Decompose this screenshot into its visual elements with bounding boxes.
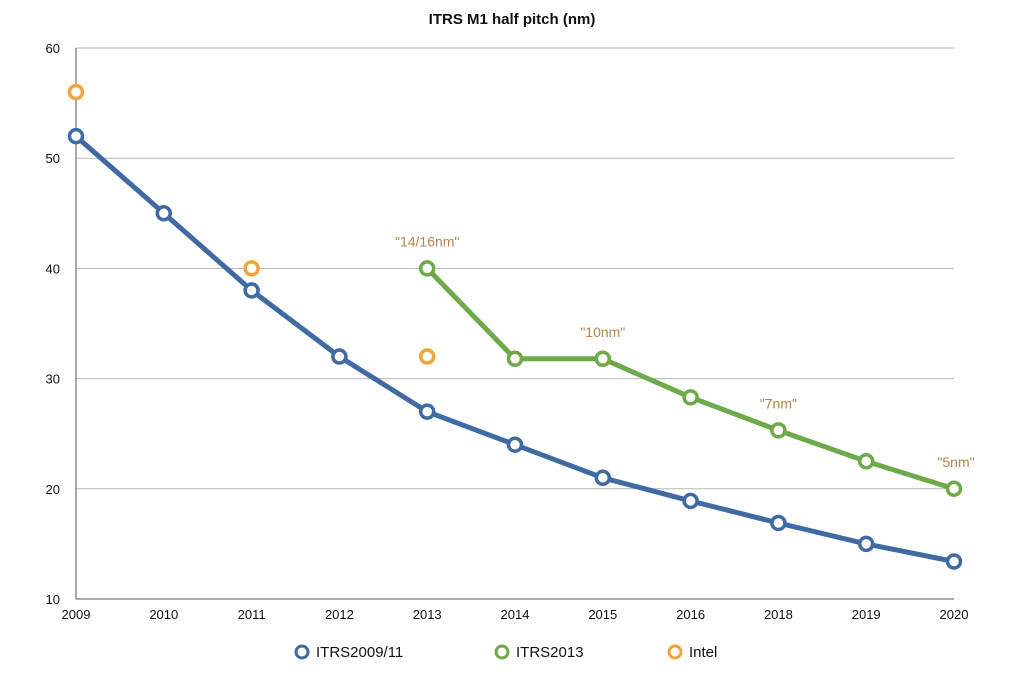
data-point [682, 389, 699, 406]
data-point [682, 492, 699, 510]
x-tick-label: 2011 [238, 607, 266, 622]
data-point [243, 260, 260, 277]
grid [76, 47, 954, 490]
legend: ITRS2009/11 ITRS2013 Intel [294, 644, 717, 661]
y-tick-label: 20 [46, 482, 60, 497]
data-point [243, 282, 260, 299]
legend-marker [294, 644, 310, 660]
x-tick-label: 2016 [676, 607, 705, 622]
y-tick-label: 40 [46, 261, 60, 276]
data-point [418, 260, 436, 277]
x-tick-label: 2020 [940, 607, 969, 622]
legend-item: ITRS2013 [494, 644, 584, 661]
legend-item: Intel [667, 644, 717, 661]
x-tick-label: 2009 [62, 607, 91, 622]
legend-label: Intel [689, 644, 717, 661]
series-itrs2013 [418, 260, 963, 498]
legend-label: ITRS2009/11 [316, 644, 403, 661]
data-point [67, 83, 85, 101]
data-point [770, 514, 787, 532]
x-tick-label: 2018 [764, 607, 793, 622]
series-itrs2009-11 [67, 127, 963, 570]
data-point [945, 480, 963, 498]
annotation-label: "14/16nm" [395, 233, 459, 249]
annotations: "14/16nm" "10nm" "7nm" "5nm" [395, 233, 975, 469]
y-tick-label: 60 [46, 41, 60, 56]
data-point [331, 348, 348, 365]
x-tick-label: 2015 [588, 607, 617, 622]
data-point [155, 205, 173, 222]
y-tick-label: 30 [46, 372, 60, 387]
legend-marker [667, 644, 683, 660]
y-tick-label: 10 [46, 592, 60, 607]
data-point [594, 350, 612, 368]
chart-title: ITRS M1 half pitch (nm) [429, 11, 596, 28]
data-point [594, 469, 612, 487]
data-point [857, 453, 875, 470]
annotation-label: "5nm" [937, 454, 974, 470]
x-tick-label: 2013 [413, 607, 442, 622]
legend-item: ITRS2009/11 [294, 644, 403, 661]
series-line [73, 133, 957, 564]
data-point [945, 553, 963, 570]
y-tick-label: 50 [46, 151, 60, 166]
data-point [770, 422, 787, 439]
x-tick-label: 2019 [852, 607, 881, 622]
data-point [418, 403, 436, 420]
x-tick-label: 2014 [501, 607, 530, 622]
legend-marker [494, 644, 510, 660]
series-lines [67, 83, 963, 570]
x-tick-label: 2010 [149, 607, 178, 622]
legend-label: ITRS2013 [516, 644, 584, 661]
data-point [506, 436, 524, 453]
data-point [418, 348, 436, 365]
data-point [506, 350, 524, 368]
data-point [857, 535, 875, 553]
axes: 10 20 30 40 50 60 2009 2010 2011 2012 2013 2014 2015… [46, 41, 969, 622]
annotation-label: "10nm" [580, 324, 625, 340]
annotation-label: "7nm" [760, 395, 797, 411]
data-point [67, 127, 85, 145]
series-intel [67, 83, 436, 365]
x-tick-label: 2012 [325, 607, 354, 622]
